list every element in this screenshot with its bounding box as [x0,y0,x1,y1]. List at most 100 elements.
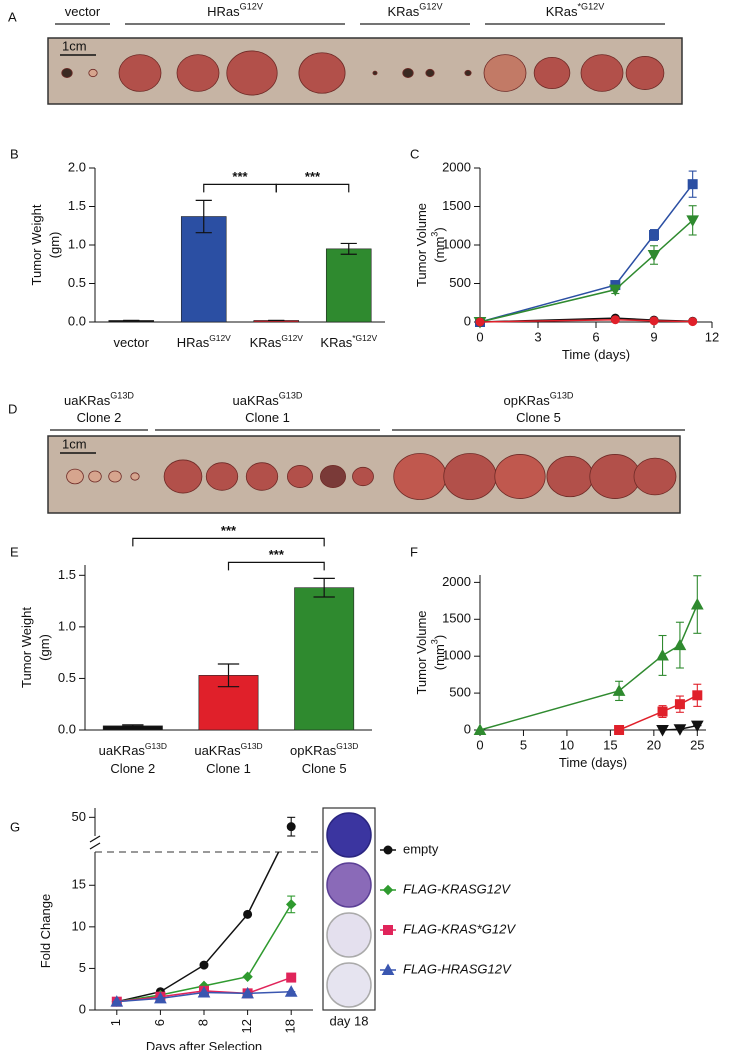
text-run: Time (days) [559,755,627,770]
y-axis-title: Fold Change [38,894,53,968]
panel-label: F [410,544,418,559]
y-tick-label: 0 [464,313,471,328]
tumor [163,459,203,494]
group-label: Clone 1 [245,410,290,425]
x-tick-label: 1 [108,1019,123,1026]
superscript: G12V [209,333,231,343]
significance-label: *** [221,523,237,538]
marker [286,972,297,983]
tumor [319,465,346,488]
tumor [108,470,122,483]
group-label: KRasG12V [387,2,443,20]
y-tick-label: 500 [449,275,471,290]
marker [656,725,669,737]
text-run: Clone 5 [302,761,347,776]
x-tick-label: Clone 2 [110,761,155,776]
superscript: G13D [110,391,134,401]
text-run: Tumor Weight [19,607,34,688]
series-line [116,852,280,1003]
error-bar [195,199,212,234]
x-tick-label: 0 [476,329,483,344]
marker [383,925,393,935]
marker [473,723,487,735]
group-label: HRasG12V [207,2,264,20]
text-run: KRas [387,4,419,19]
y-axis-title: Tumor Volume [414,203,429,287]
x-tick-label: Clone 5 [302,761,347,776]
x-tick-label: 6 [152,1019,167,1026]
x-tick-label: 25 [690,737,704,752]
superscript: G12V [419,2,443,12]
y-tick-label: 1500 [442,198,471,213]
panel-label: E [10,544,19,559]
y-tick-label: 1.5 [58,567,76,582]
group-label: uaKRasG13D [64,391,134,409]
text-run: uaKRas [64,393,111,408]
marker [647,250,661,262]
x-tick-label: opKRasG13D [290,741,358,758]
text-run: Clone 2 [77,410,122,425]
x-tick-label: Clone 1 [206,761,251,776]
y-axis-label: Tumor Weight (gm) [19,607,52,688]
y-axis-title: Tumor Weight [29,204,44,285]
tumor [245,462,279,491]
legend-label: FLAG-KRAS*G12V [403,921,516,936]
group-label: uaKRasG13D [232,391,302,409]
text-run: Tumor Volume [414,203,429,287]
marker [690,720,704,733]
x-tick-label: 9 [650,329,657,344]
marker [614,725,625,735]
y-tick-label: 1.0 [58,618,76,633]
text-run: Clone 2 [110,761,155,776]
tumor [464,69,472,77]
significance-label: *** [305,169,321,184]
tumor [633,457,677,496]
marker [608,284,622,297]
series-line [479,183,694,323]
marker [243,909,253,919]
panel-label: C [410,146,419,161]
marker [154,991,167,1004]
text-run: KRas [250,335,282,350]
text-run: ) [432,227,447,231]
text-run: Fold Change [38,894,53,968]
y-axis-title: Tumor Volume [414,610,429,694]
significance-bracket [203,183,277,193]
marker [383,845,393,855]
group-label: KRas*G12V [546,2,606,20]
legend-label: empty [403,841,439,856]
marker [649,229,659,240]
group-label: Clone 2 [77,410,122,425]
x-axis-title: Days after Selection [146,1039,262,1050]
y-axis-title: (mm3) [430,227,448,262]
marker [110,995,124,1007]
marker [242,971,253,982]
y-tick-label: 1.0 [68,236,86,251]
y-tick-label: 10 [72,918,86,933]
marker [382,884,394,896]
text-run: Clone 1 [206,761,251,776]
x-tick-label: 10 [560,737,574,752]
x-tick-label: 15 [603,737,617,752]
tumor [298,52,346,94]
y-tick-label: 15 [72,877,86,892]
legend-label: FLAG-KRASG12V [403,881,511,896]
error-bar [313,577,335,598]
tumor [66,468,84,485]
y-tick-label: 1.5 [68,198,86,213]
text-run: Tumor Weight [29,204,44,285]
text-run: Clone 1 [245,410,290,425]
series-line [479,219,694,323]
superscript: 3 [430,232,440,237]
y-tick-label: 0 [464,721,471,736]
tumor [443,453,497,500]
x-tick-label: 12 [239,1019,254,1033]
superscript: G13D [241,741,263,751]
marker [686,215,700,227]
marker [674,699,685,710]
text-run: KRas [546,4,578,19]
superscript: *G12V [352,333,377,343]
marker [610,315,620,325]
y-tick-label: 2000 [442,574,471,589]
x-tick-label: 20 [647,737,661,752]
